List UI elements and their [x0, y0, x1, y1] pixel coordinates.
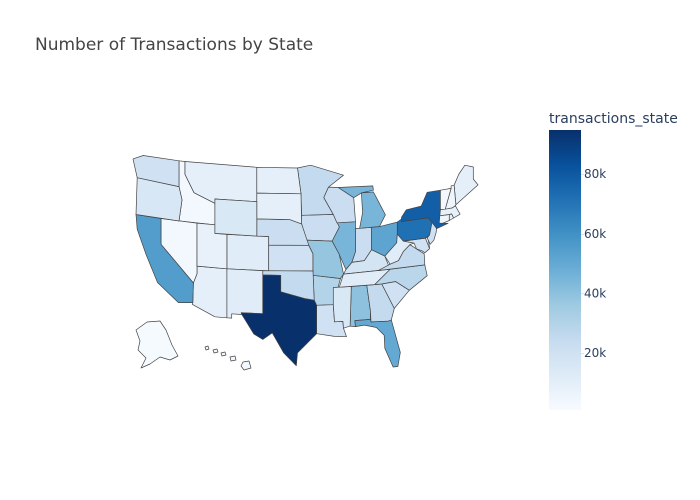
state	[226, 234, 270, 272]
colorbar-title: transactions_state	[549, 111, 678, 127]
colorbar	[549, 130, 581, 410]
state	[402, 237, 430, 254]
state	[332, 286, 352, 329]
state	[240, 274, 317, 367]
state	[448, 213, 454, 221]
colorbar-tick-label: 80k	[584, 167, 606, 181]
state	[384, 233, 415, 265]
state	[396, 217, 433, 243]
state	[305, 239, 344, 279]
state	[440, 188, 452, 210]
state	[256, 192, 302, 225]
chart-title: Number of Transactions by State	[35, 35, 313, 55]
colorbar-tick-label: 20k	[584, 346, 606, 360]
colorbar-tick-label: 60k	[584, 227, 606, 241]
state	[204, 345, 252, 371]
map	[132, 155, 479, 371]
state	[354, 319, 401, 368]
state	[453, 164, 479, 206]
state	[323, 186, 356, 224]
state	[214, 198, 258, 237]
state	[226, 268, 264, 319]
state	[160, 218, 198, 284]
state	[135, 320, 179, 369]
state	[191, 265, 228, 319]
state	[256, 166, 302, 195]
state	[268, 244, 314, 272]
state	[132, 155, 180, 187]
colorbar-tick-label: 40k	[584, 286, 606, 300]
state	[301, 214, 340, 242]
state	[381, 281, 410, 309]
